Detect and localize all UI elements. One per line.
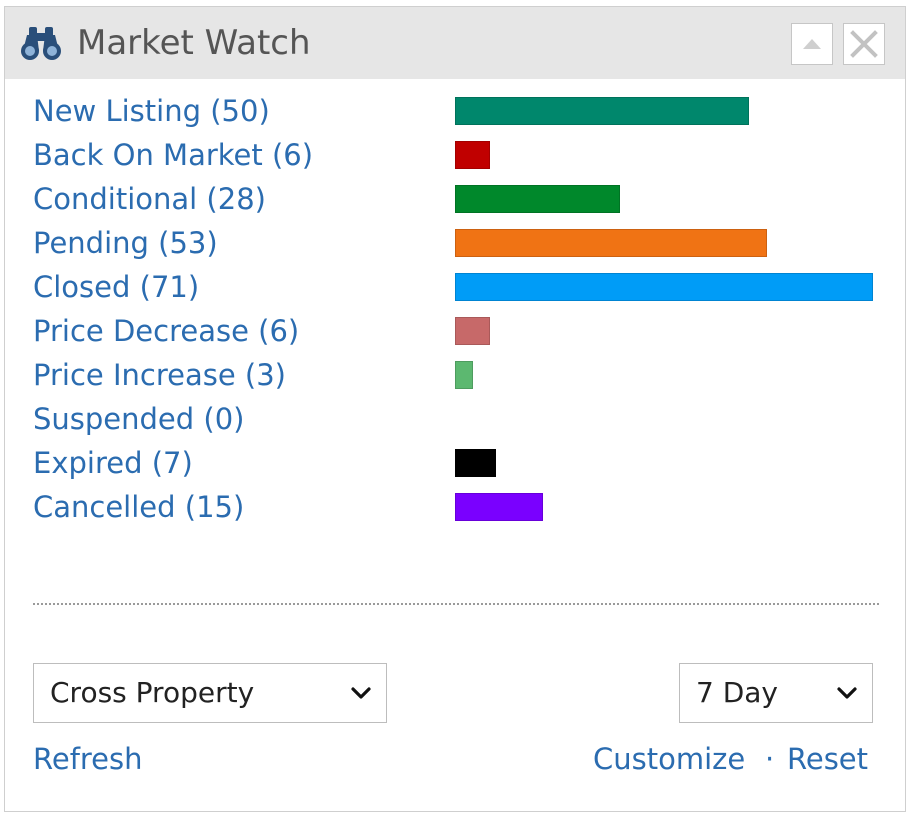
status-row: Suspended (0) <box>33 397 893 441</box>
status-row: Price Decrease (6) <box>33 309 893 353</box>
status-link[interactable]: Pending (53) <box>33 226 218 260</box>
status-link[interactable]: New Listing (50) <box>33 94 270 128</box>
chevron-down-icon <box>837 687 857 699</box>
status-bar[interactable] <box>455 97 749 125</box>
status-bar[interactable] <box>455 229 767 257</box>
status-bar[interactable] <box>455 317 490 345</box>
status-link[interactable]: Back On Market (6) <box>33 138 314 172</box>
status-link[interactable]: Closed (71) <box>33 270 200 304</box>
period-select[interactable]: 7 Day <box>679 663 873 723</box>
status-bar[interactable] <box>455 449 496 477</box>
status-link[interactable]: Cancelled (15) <box>33 490 245 524</box>
status-link[interactable]: Suspended (0) <box>33 402 245 436</box>
status-row: Conditional (28) <box>33 177 893 221</box>
status-row: Back On Market (6) <box>33 133 893 177</box>
market-watch-widget: Market Watch New Listing (50) Back On Mar… <box>4 6 906 812</box>
status-bar[interactable] <box>455 361 473 389</box>
status-row: Pending (53) <box>33 221 893 265</box>
status-row: Closed (71) <box>33 265 893 309</box>
reset-link[interactable]: Reset <box>787 742 869 776</box>
status-bar[interactable] <box>455 141 490 169</box>
status-link[interactable]: Price Increase (3) <box>33 358 286 392</box>
property-type-value: Cross Property <box>50 676 255 709</box>
status-row: New Listing (50) <box>33 89 893 133</box>
status-bar[interactable] <box>455 185 620 213</box>
divider <box>33 603 879 605</box>
status-link[interactable]: Price Decrease (6) <box>33 314 300 348</box>
refresh-link[interactable]: Refresh <box>33 742 143 776</box>
customize-link[interactable]: Customize <box>593 742 746 776</box>
status-link[interactable]: Expired (7) <box>33 446 193 480</box>
widget-title: Market Watch <box>77 23 311 63</box>
status-row: Price Increase (3) <box>33 353 893 397</box>
status-bar[interactable] <box>455 273 873 301</box>
collapse-up-icon <box>803 39 821 49</box>
period-value: 7 Day <box>696 676 779 709</box>
property-type-select[interactable]: Cross Property <box>33 663 387 723</box>
binoculars-icon <box>19 25 63 61</box>
collapse-button[interactable] <box>791 23 833 65</box>
status-bar[interactable] <box>455 493 543 521</box>
status-link[interactable]: Conditional (28) <box>33 182 266 216</box>
status-row: Cancelled (15) <box>33 485 893 529</box>
close-icon <box>850 30 878 58</box>
widget-header: Market Watch <box>5 7 905 79</box>
link-separator: · <box>765 742 775 776</box>
status-row: Expired (7) <box>33 441 893 485</box>
close-button[interactable] <box>843 23 885 65</box>
chevron-down-icon <box>351 687 371 699</box>
